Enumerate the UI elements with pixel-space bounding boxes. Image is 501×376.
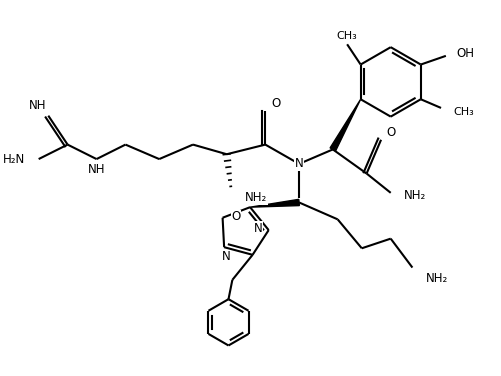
Text: N: N	[294, 158, 303, 170]
Polygon shape	[330, 99, 360, 151]
Text: CH₃: CH₃	[336, 30, 357, 41]
Text: CH₃: CH₃	[452, 107, 473, 117]
Polygon shape	[249, 199, 299, 207]
Text: O: O	[231, 210, 240, 223]
Text: N: N	[221, 250, 230, 263]
Text: NH: NH	[88, 163, 105, 176]
Text: NH₂: NH₂	[244, 191, 267, 204]
Text: NH: NH	[29, 99, 46, 112]
Text: OH: OH	[455, 47, 473, 60]
Text: NH₂: NH₂	[425, 272, 447, 285]
Text: N: N	[253, 222, 262, 235]
Text: O: O	[271, 97, 280, 110]
Text: O: O	[386, 126, 395, 139]
Text: H₂N: H₂N	[3, 153, 25, 165]
Text: NH₂: NH₂	[403, 189, 426, 202]
